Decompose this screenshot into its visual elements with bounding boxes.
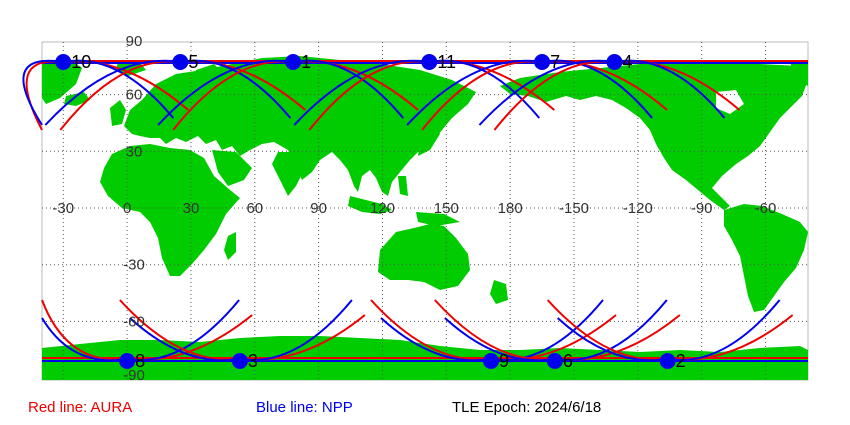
graticule bbox=[42, 42, 808, 380]
lon-tick-label: 0 bbox=[123, 200, 131, 217]
satellite-pass-label: 8 bbox=[135, 351, 145, 371]
orbit-tracks bbox=[22, 59, 808, 362]
legend-npp: Blue line: NPP bbox=[256, 399, 353, 416]
npp-orbit-arc bbox=[444, 317, 556, 362]
npp-orbit-arc bbox=[293, 59, 430, 126]
lat-tick-label: 30 bbox=[126, 143, 143, 160]
npp-orbit-arc bbox=[157, 59, 294, 126]
npp-orbit-arc bbox=[667, 299, 781, 361]
npp-orbit-arc bbox=[541, 59, 653, 119]
madagascar bbox=[224, 232, 236, 260]
lon-tick-label: 30 bbox=[183, 200, 200, 217]
new-guinea bbox=[416, 212, 460, 226]
npp-orbit-arc bbox=[490, 299, 604, 361]
satellite-pass-marker bbox=[546, 353, 563, 369]
npp-orbit-arc bbox=[478, 59, 615, 126]
axis-labels: -30 0 30 60 90 120 150 180 -150 -120 -90 -60 90 60 30 -… bbox=[52, 33, 776, 384]
lat-tick-label: 60 bbox=[126, 87, 143, 104]
lat-tick-label: -60 bbox=[123, 313, 145, 330]
lat-tick-label: 90 bbox=[126, 33, 143, 50]
lat-tick-label: -90 bbox=[123, 367, 145, 384]
greenland-west bbox=[42, 60, 82, 104]
satellite-pass-marker bbox=[421, 54, 438, 70]
philippines bbox=[398, 176, 408, 196]
lon-tick-label: -90 bbox=[691, 200, 713, 217]
npp-orbit-arc bbox=[380, 317, 492, 362]
npp-orbit-arc bbox=[129, 317, 241, 362]
npp-orbit-arc bbox=[180, 59, 292, 119]
satellite-pass-marker bbox=[534, 54, 551, 70]
satellite-pass-label: 10 bbox=[71, 52, 91, 72]
npp-orbit-arc bbox=[614, 59, 726, 119]
npp-orbit-arc bbox=[429, 59, 541, 119]
new-zealand bbox=[490, 280, 508, 304]
npp-orbit-arc bbox=[44, 59, 181, 126]
lon-tick-label: -30 bbox=[52, 200, 74, 217]
satellite-pass-label: 11 bbox=[437, 52, 456, 72]
lon-tick-label: -60 bbox=[755, 200, 777, 217]
satellite-pass-marker bbox=[659, 353, 676, 369]
satellite-pass-label: 7 bbox=[550, 52, 560, 72]
npp-orbit-arc bbox=[239, 299, 353, 361]
lon-tick-label: -120 bbox=[623, 200, 653, 217]
satellite-pass-marker bbox=[285, 54, 302, 70]
satellite-pass-label: 1 bbox=[301, 52, 311, 72]
satellite-pass-marker bbox=[55, 54, 72, 70]
arabia bbox=[212, 150, 252, 186]
lon-tick-label: 180 bbox=[498, 200, 523, 217]
australia bbox=[378, 224, 470, 290]
lon-tick-label: 120 bbox=[370, 200, 395, 217]
satellite-pass-label: 9 bbox=[499, 351, 509, 371]
greenland-east bbox=[790, 60, 808, 86]
lon-tick-label: 150 bbox=[434, 200, 459, 217]
lat-tick-label: -30 bbox=[123, 257, 145, 274]
satellite-pass-label: 5 bbox=[188, 52, 198, 72]
satellite-pass-marker bbox=[606, 54, 623, 70]
npp-orbit-arc bbox=[292, 59, 404, 119]
sumatra-borneo bbox=[348, 196, 392, 214]
legend-aura: Red line: AURA bbox=[28, 399, 133, 416]
great-britain bbox=[110, 100, 126, 126]
satellite-pass-label: 2 bbox=[676, 351, 686, 371]
satellite-pass-marker bbox=[119, 353, 136, 369]
npp-orbit-arc bbox=[41, 317, 128, 362]
npp-orbit-arc bbox=[556, 317, 668, 362]
satellite-pass-marker bbox=[172, 54, 189, 70]
npp-orbit-arc bbox=[406, 59, 543, 126]
satellite-pass-label: 6 bbox=[563, 351, 573, 371]
tle-epoch: TLE Epoch: 2024/6/18 bbox=[452, 399, 602, 416]
satellite-pass-marker bbox=[483, 353, 500, 369]
india bbox=[272, 152, 306, 196]
npp-orbit-arc bbox=[22, 59, 64, 126]
satellite-markers: 10 5 1 11 7 48 3 9 6 2 bbox=[55, 52, 686, 371]
africa bbox=[100, 144, 240, 276]
lon-tick-label: 90 bbox=[310, 200, 327, 217]
satellite-pass-label: 4 bbox=[622, 52, 632, 72]
satellite-pass-label: 3 bbox=[248, 351, 258, 371]
lon-tick-label: 60 bbox=[246, 200, 263, 217]
satellite-pass-marker bbox=[231, 353, 248, 369]
iceland bbox=[64, 92, 90, 106]
lon-tick-label: -150 bbox=[559, 200, 589, 217]
